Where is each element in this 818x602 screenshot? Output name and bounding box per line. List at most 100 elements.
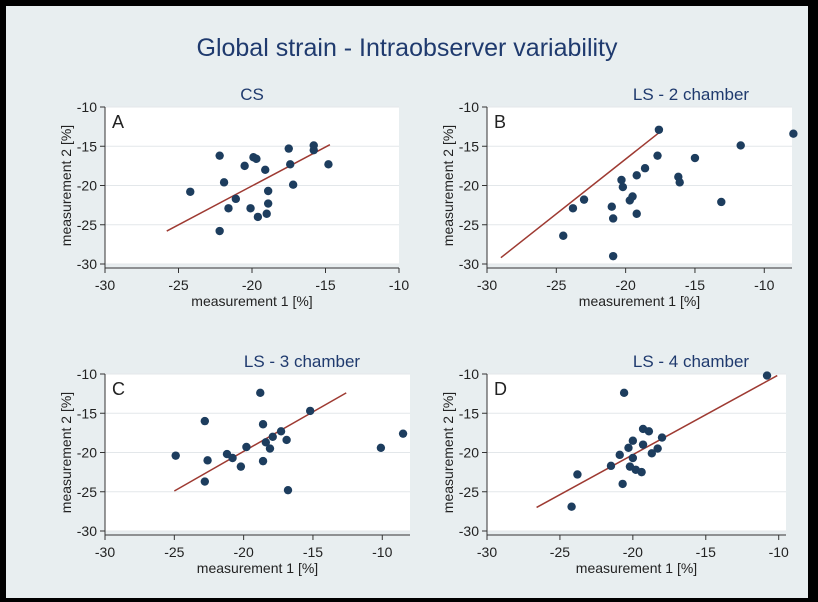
- data-point: [246, 204, 255, 213]
- y-tick-label: -20: [77, 445, 97, 461]
- subplot-title: LS - 3 chamber: [244, 352, 361, 371]
- x-tick-label: -10: [769, 544, 789, 560]
- data-point: [376, 443, 386, 452]
- data-point: [263, 199, 273, 208]
- y-tick-label: -20: [77, 178, 97, 194]
- data-point: [573, 470, 582, 479]
- chart-b: -10-15-20-25-30-30 -25 -20 -15 -10measuremen…: [440, 85, 798, 309]
- data-point: [608, 214, 618, 223]
- data-point: [305, 406, 315, 416]
- y-axis-label: measurement 2 [%]: [58, 125, 74, 246]
- data-point: [215, 151, 224, 160]
- data-point: [606, 461, 616, 471]
- data-point: [653, 444, 662, 453]
- figure-title: Global strain - Intraobserver variabilit…: [196, 34, 618, 62]
- data-point: [276, 427, 286, 436]
- x-tick-label: -10: [754, 277, 774, 293]
- y-tick-label: -15: [77, 138, 97, 154]
- y-tick-label: -15: [459, 405, 479, 421]
- data-point: [283, 485, 293, 495]
- panel-label: C: [112, 379, 125, 399]
- y-tick-label: -30: [459, 523, 479, 539]
- x-tick-label: -10: [372, 544, 392, 560]
- subplot-title: LS - 4 chamber: [633, 352, 750, 371]
- data-point: [398, 429, 408, 438]
- data-point: [736, 141, 745, 150]
- x-tick-label: -30: [95, 544, 115, 560]
- panel-label: A: [112, 112, 124, 132]
- data-point: [640, 164, 650, 173]
- data-point: [200, 477, 210, 486]
- y-axis-label: measurement 2 [%]: [440, 125, 456, 246]
- y-tick-label: -10: [459, 366, 479, 382]
- charts-svg: -10-15-20-25-30-30 -25 -20 -15 -10measuremen…: [58, 85, 798, 576]
- data-point: [171, 451, 180, 460]
- x-tick-label: -15: [685, 277, 705, 293]
- data-point: [282, 435, 291, 445]
- data-point: [288, 180, 298, 189]
- fit-line: [166, 144, 331, 232]
- chart-d: -10-15-20-25-30-30 -25 -20 -15 -10measuremen…: [440, 352, 789, 576]
- data-point: [265, 444, 275, 453]
- data-point: [607, 202, 616, 211]
- data-point: [628, 436, 638, 445]
- data-point: [228, 453, 237, 463]
- data-point: [618, 182, 628, 192]
- x-tick-label: -25: [550, 544, 570, 560]
- x-tick-label: -10: [389, 277, 409, 293]
- data-point: [258, 456, 268, 466]
- x-tick-label: -20: [623, 544, 643, 560]
- data-point: [224, 204, 233, 213]
- y-tick-label: -10: [77, 99, 97, 115]
- fit-line: [173, 392, 347, 492]
- data-point: [186, 187, 195, 196]
- data-point: [568, 204, 578, 213]
- data-point: [789, 129, 798, 138]
- x-axis-label: measurement 1 [%]: [197, 560, 318, 576]
- data-point: [252, 154, 261, 164]
- data-point: [263, 186, 273, 196]
- y-axis-label: measurement 2 [%]: [440, 392, 456, 513]
- x-tick-label: -20: [616, 277, 636, 293]
- data-point: [261, 438, 271, 447]
- data-point: [262, 209, 271, 218]
- y-tick-label: -15: [77, 405, 97, 421]
- data-point: [261, 165, 270, 174]
- data-point: [657, 433, 667, 442]
- data-point: [615, 450, 624, 460]
- data-point: [231, 194, 241, 204]
- x-tick-label: -15: [696, 544, 716, 560]
- data-point: [309, 145, 318, 155]
- data-point: [559, 231, 568, 240]
- data-point: [258, 420, 268, 429]
- data-point: [637, 467, 646, 477]
- data-point: [256, 388, 265, 398]
- data-point: [268, 432, 277, 441]
- x-tick-label: -25: [168, 277, 188, 293]
- y-tick-label: -10: [459, 99, 479, 115]
- data-point: [219, 178, 229, 187]
- data-point: [617, 175, 626, 185]
- data-point: [567, 502, 576, 511]
- x-axis-label: measurement 1 [%]: [576, 560, 697, 576]
- data-point: [242, 442, 251, 452]
- data-point: [579, 195, 589, 204]
- data-point: [253, 212, 263, 222]
- data-point: [653, 151, 662, 160]
- subplot-title: LS - 2 chamber: [633, 85, 750, 104]
- y-axis-label: measurement 2 [%]: [58, 392, 74, 513]
- data-point: [619, 388, 629, 398]
- data-point: [717, 197, 726, 207]
- y-tick-label: -25: [77, 484, 97, 500]
- data-point: [284, 144, 293, 153]
- x-tick-label: -25: [546, 277, 566, 293]
- data-point: [203, 456, 212, 465]
- y-tick-label: -25: [77, 217, 97, 233]
- data-point: [324, 160, 333, 169]
- fit-line: [536, 374, 778, 509]
- y-tick-label: -20: [459, 178, 479, 194]
- figure-panel: Global strain - Intraobserver variabilit…: [6, 6, 808, 598]
- x-tick-label: -20: [242, 277, 262, 293]
- data-point: [654, 125, 664, 134]
- y-tick-label: -10: [77, 366, 97, 382]
